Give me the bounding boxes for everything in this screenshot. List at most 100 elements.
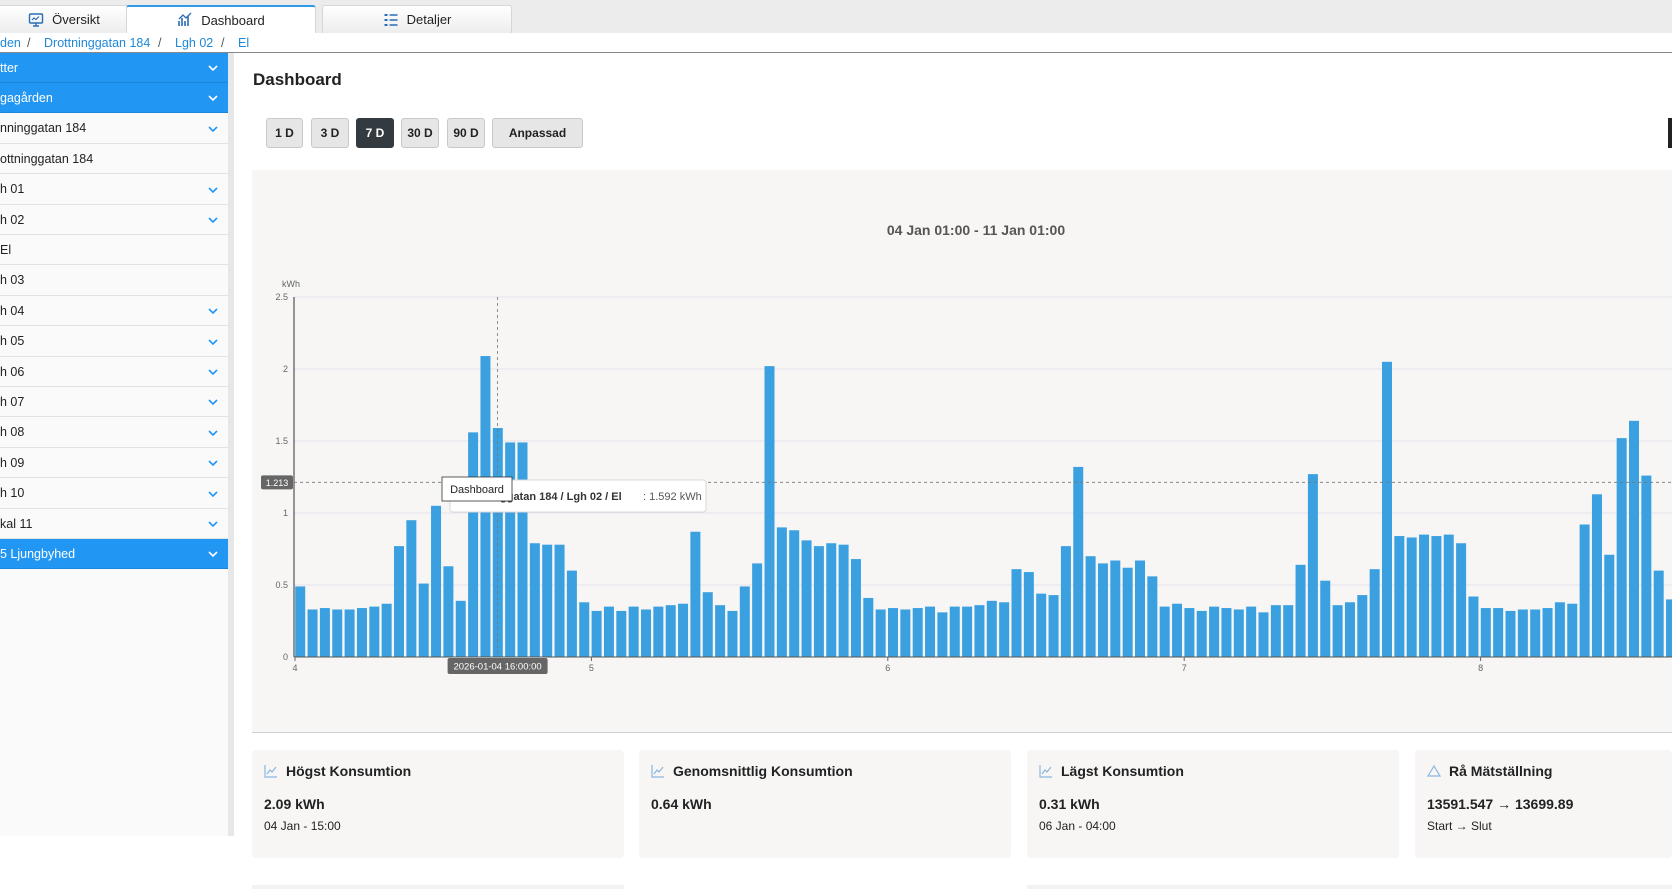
bar[interactable]: [579, 602, 590, 657]
bar[interactable]: [1357, 595, 1368, 657]
bar[interactable]: [406, 520, 417, 657]
bar[interactable]: [1517, 609, 1528, 657]
bar[interactable]: [319, 608, 330, 657]
bar[interactable]: [999, 602, 1010, 657]
bar[interactable]: [715, 605, 726, 657]
bar[interactable]: [542, 544, 553, 657]
bar[interactable]: [344, 609, 355, 657]
bar[interactable]: [937, 612, 948, 657]
bar[interactable]: [1431, 536, 1442, 657]
bar[interactable]: [925, 606, 936, 657]
range-button-90d[interactable]: 90 D: [447, 118, 485, 148]
bar[interactable]: [690, 531, 701, 657]
sidebar-item[interactable]: h 01: [0, 175, 228, 205]
bar[interactable]: [739, 586, 750, 657]
bar[interactable]: [764, 366, 775, 657]
bar[interactable]: [1036, 593, 1047, 657]
chevron-down-icon[interactable]: [206, 213, 220, 227]
sidebar-item[interactable]: nninggatan 184: [0, 114, 228, 144]
bar[interactable]: [949, 606, 960, 657]
bar[interactable]: [1616, 438, 1627, 657]
bar[interactable]: [381, 603, 392, 657]
bar[interactable]: [1233, 609, 1244, 657]
chevron-down-icon[interactable]: [206, 456, 220, 470]
chevron-down-icon[interactable]: [206, 122, 220, 136]
bar[interactable]: [1023, 572, 1034, 657]
bar[interactable]: [962, 606, 973, 657]
sidebar-item[interactable]: h 08: [0, 418, 228, 448]
bar[interactable]: [1542, 608, 1553, 657]
bar[interactable]: [492, 428, 503, 657]
tab-dashboard[interactable]: Dashboard: [126, 5, 316, 33]
sidebar-item[interactable]: El: [0, 235, 228, 266]
bar[interactable]: [332, 609, 343, 657]
bar[interactable]: [1456, 543, 1467, 657]
bar[interactable]: [1147, 576, 1158, 657]
tab-detaljer[interactable]: Detaljer: [322, 5, 512, 33]
bar[interactable]: [517, 442, 528, 657]
bar[interactable]: [603, 606, 614, 657]
range-button-3d[interactable]: 3 D: [311, 118, 349, 148]
chevron-down-icon[interactable]: [206, 183, 220, 197]
bar[interactable]: [1258, 612, 1269, 657]
sidebar-item[interactable]: h 09: [0, 448, 228, 479]
bar[interactable]: [900, 609, 911, 657]
bar[interactable]: [1406, 537, 1417, 657]
bar[interactable]: [356, 608, 367, 657]
bar[interactable]: [1629, 420, 1639, 657]
range-button-custom[interactable]: Anpassad: [492, 118, 583, 148]
breadcrumb-item[interactable]: den: [0, 36, 21, 50]
bar[interactable]: [875, 609, 886, 657]
sidebar-item[interactable]: h 10: [0, 479, 228, 509]
bar[interactable]: [1443, 534, 1454, 657]
bar[interactable]: [1641, 475, 1652, 657]
bar[interactable]: [1184, 608, 1195, 657]
bar[interactable]: [888, 608, 898, 657]
bar[interactable]: [727, 610, 738, 657]
bar[interactable]: [554, 544, 565, 657]
chevron-down-icon[interactable]: [206, 487, 220, 501]
bar[interactable]: [443, 566, 454, 657]
bar[interactable]: [1419, 534, 1430, 657]
bar[interactable]: [468, 432, 479, 657]
bar[interactable]: [702, 592, 713, 657]
bar[interactable]: [1530, 609, 1541, 657]
bar[interactable]: [628, 606, 639, 657]
breadcrumb-item[interactable]: El: [238, 36, 250, 50]
bar[interactable]: [295, 586, 306, 657]
bar[interactable]: [863, 597, 874, 657]
bar[interactable]: [1246, 606, 1257, 657]
bar[interactable]: [1110, 560, 1121, 657]
bar[interactable]: [1505, 610, 1516, 657]
bar[interactable]: [1344, 602, 1355, 657]
breadcrumb-item[interactable]: Lgh 02: [175, 36, 214, 50]
chevron-down-icon[interactable]: [206, 365, 220, 379]
tab-oversikt[interactable]: Översikt: [0, 5, 140, 33]
bar[interactable]: [838, 544, 849, 657]
bar[interactable]: [1172, 603, 1183, 657]
bar[interactable]: [986, 600, 997, 657]
bar[interactable]: [789, 530, 800, 657]
bar[interactable]: [1295, 564, 1306, 657]
bar[interactable]: [1196, 610, 1207, 657]
bar[interactable]: [1591, 494, 1602, 657]
sidebar-item[interactable]: h 06: [0, 357, 228, 387]
bar[interactable]: [1579, 524, 1590, 657]
bar[interactable]: [1480, 608, 1491, 657]
bar[interactable]: [418, 583, 429, 657]
bar[interactable]: [653, 606, 664, 657]
bar[interactable]: [1394, 536, 1405, 657]
bar[interactable]: [641, 609, 651, 657]
bar[interactable]: [912, 608, 923, 657]
bar[interactable]: [801, 540, 812, 657]
bar[interactable]: [1122, 567, 1133, 657]
bar[interactable]: [1159, 606, 1170, 657]
bar[interactable]: [369, 606, 380, 657]
sidebar-item[interactable]: h 07: [0, 387, 228, 418]
bar[interactable]: [1135, 560, 1145, 657]
bar[interactable]: [678, 603, 689, 657]
bar[interactable]: [1307, 474, 1318, 657]
toolbar-control-edge[interactable]: [1668, 118, 1672, 148]
bar[interactable]: [974, 605, 985, 657]
bar[interactable]: [826, 543, 837, 657]
